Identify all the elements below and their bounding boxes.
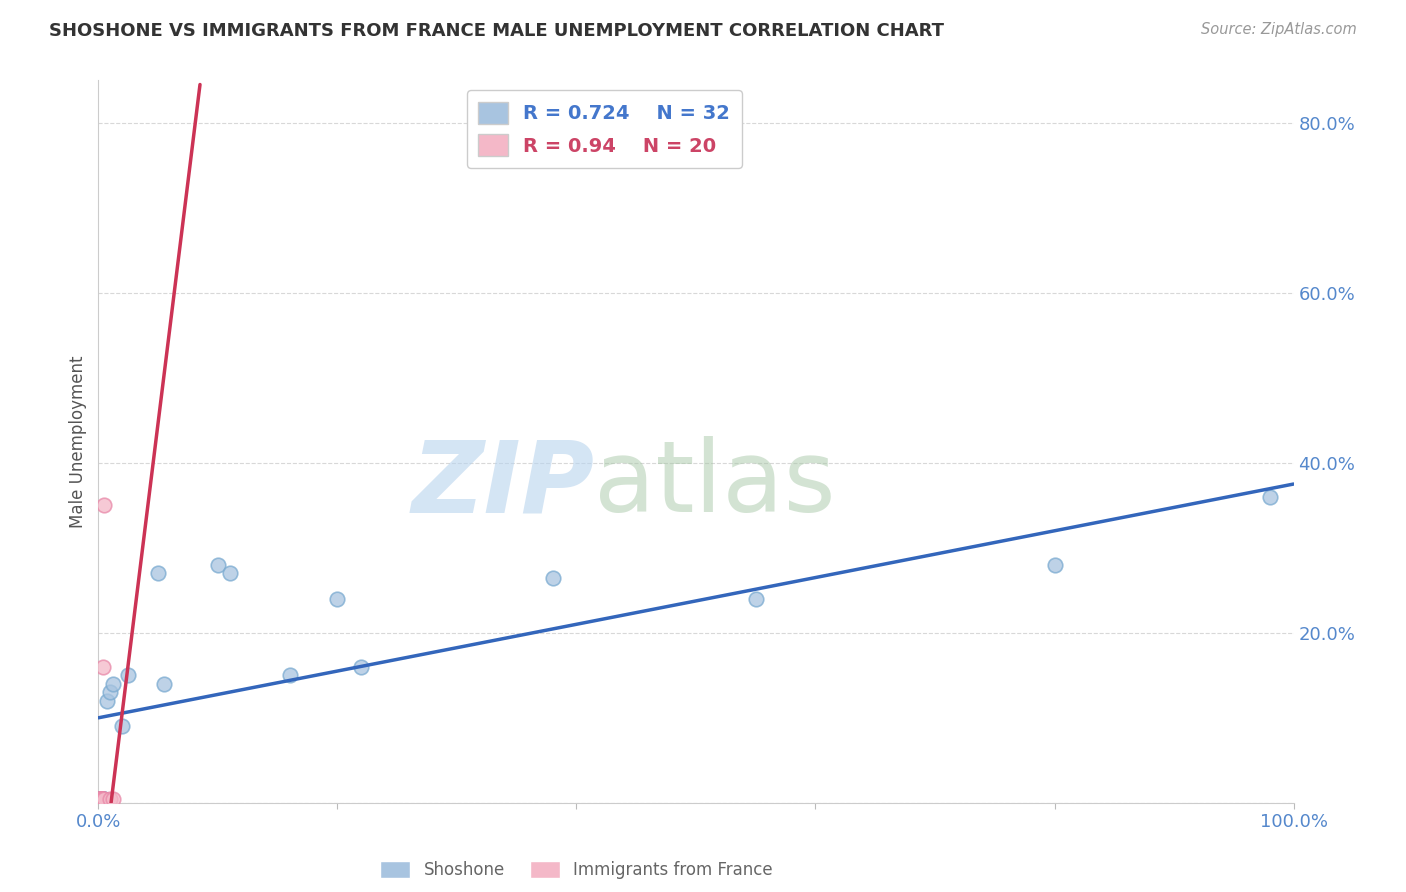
Point (219, 566, 242, 581)
Point (91, 791, 114, 805)
Point (745, 591, 768, 606)
Point (98, 685, 122, 699)
Point (90, 791, 112, 805)
Point (93, 791, 115, 805)
Point (350, 660, 373, 674)
Point (98, 791, 122, 805)
Point (93, 498, 115, 512)
Point (101, 791, 124, 805)
Point (90, 791, 112, 805)
Point (90, 791, 112, 805)
Point (89, 791, 111, 805)
Point (91, 791, 114, 805)
Point (96, 694, 118, 708)
Point (90, 791, 112, 805)
Point (91, 791, 114, 805)
Point (89, 791, 111, 805)
Point (90, 791, 112, 805)
Point (153, 677, 176, 691)
Point (89, 791, 111, 805)
Point (91, 791, 114, 805)
Point (90, 791, 112, 805)
Point (541, 570, 564, 584)
Point (91, 791, 114, 805)
Point (326, 591, 349, 606)
Point (93, 791, 115, 805)
Point (90, 791, 112, 805)
Point (117, 668, 139, 682)
Point (148, 566, 170, 581)
Point (89, 791, 111, 805)
Text: SHOSHONE VS IMMIGRANTS FROM FRANCE MALE UNEMPLOYMENT CORRELATION CHART: SHOSHONE VS IMMIGRANTS FROM FRANCE MALE … (49, 22, 945, 40)
Point (90, 791, 112, 805)
Point (91, 791, 114, 805)
Text: atlas: atlas (595, 436, 837, 533)
Point (89, 791, 111, 805)
Point (1258, 490, 1281, 504)
Point (111, 719, 134, 733)
Text: Source: ZipAtlas.com: Source: ZipAtlas.com (1201, 22, 1357, 37)
Point (91, 791, 114, 805)
Point (91, 791, 114, 805)
Legend: Shoshone, Immigrants from France: Shoshone, Immigrants from France (374, 855, 779, 886)
Point (91, 791, 114, 805)
Point (207, 558, 229, 572)
Point (101, 677, 124, 691)
Point (90, 791, 112, 805)
Point (91, 660, 114, 674)
Point (91, 791, 114, 805)
Point (89, 791, 111, 805)
Point (278, 668, 301, 682)
Point (89, 791, 111, 805)
Point (89, 791, 111, 805)
Point (93, 791, 115, 805)
Point (1043, 558, 1066, 572)
Point (89, 791, 111, 805)
Point (89, 791, 111, 805)
Y-axis label: Male Unemployment: Male Unemployment (69, 355, 87, 528)
Text: ZIP: ZIP (412, 436, 595, 533)
